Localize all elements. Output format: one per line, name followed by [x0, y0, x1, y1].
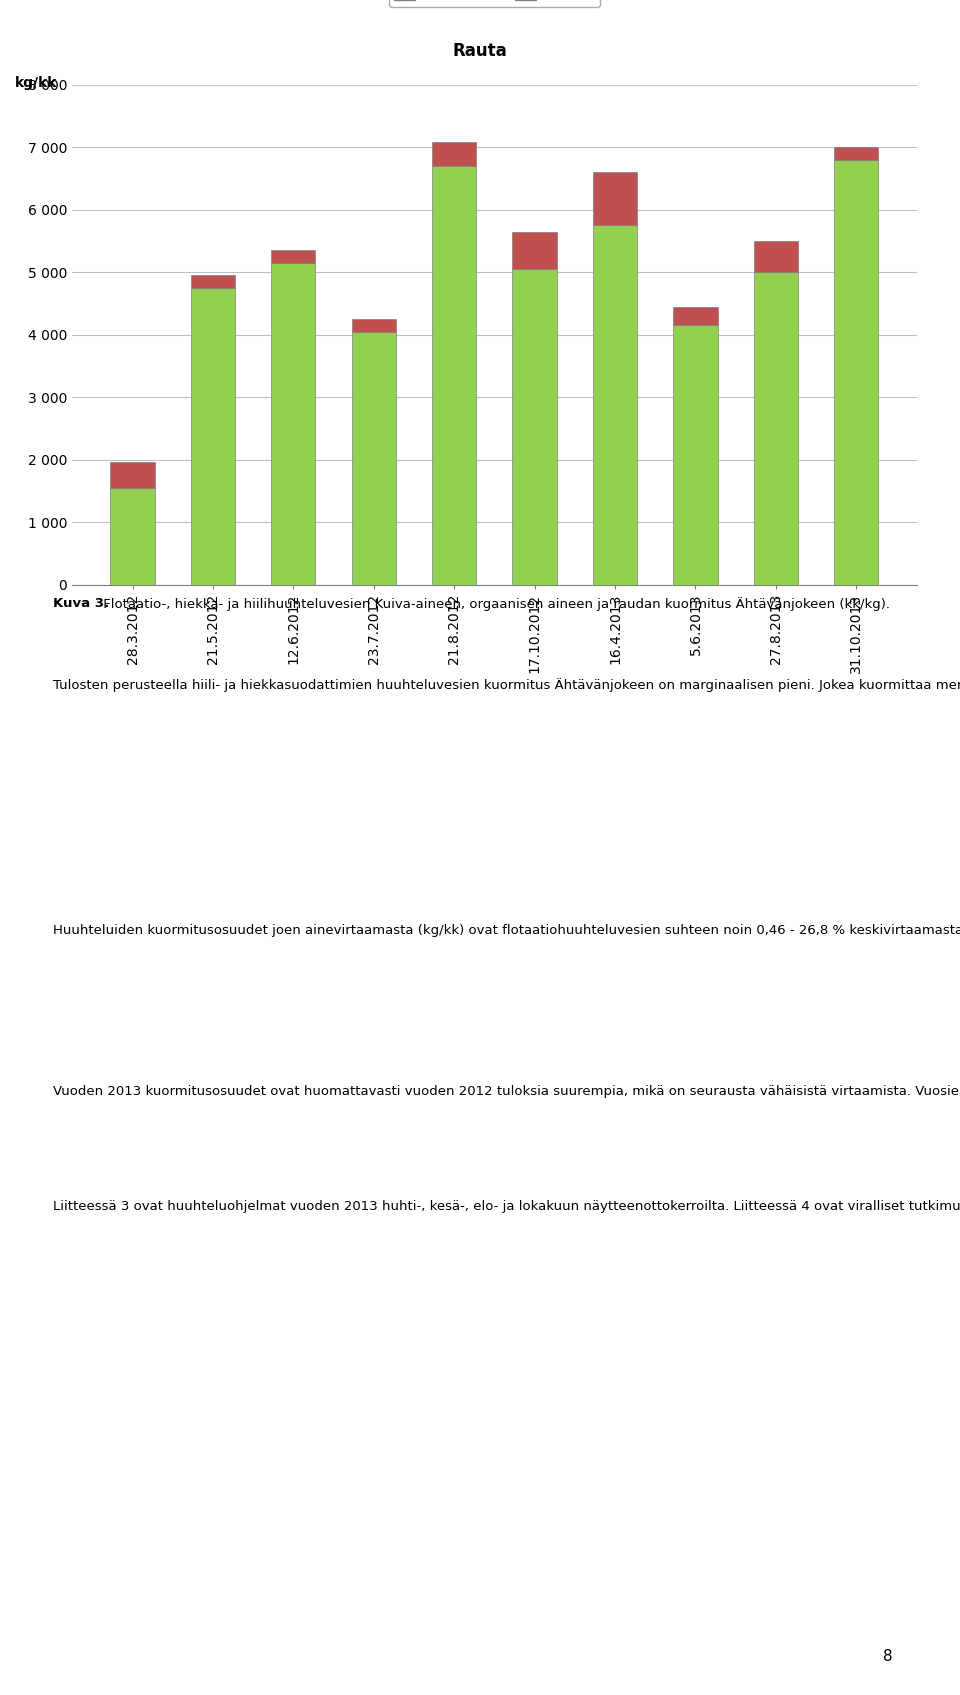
Bar [272, 263, 316, 585]
Bar [191, 288, 235, 585]
Bar [351, 332, 396, 585]
Text: Huuhteluiden kuormitusosuudet joen ainevirtaamasta (kg/kk) ovat flotaatiohuuhtel: Huuhteluiden kuormitusosuudet joen ainev… [53, 924, 960, 937]
Text: Tulosten perusteella hiili- ja hiekkasuodattimien huuhteluvesien kuormitus Ähtäv: Tulosten perusteella hiili- ja hiekkasuo… [53, 678, 960, 692]
Legend: Flotaatio, Hiekka: Flotaatio, Hiekka [389, 0, 600, 7]
Text: Vuoden 2013 kuormitusosuudet ovat huomattavasti vuoden 2012 tuloksia suurempia, : Vuoden 2013 kuormitusosuudet ovat huomat… [53, 1085, 960, 1098]
Bar [513, 270, 557, 585]
Bar [593, 173, 637, 225]
Text: kg/kk: kg/kk [14, 76, 57, 90]
Bar [351, 319, 396, 332]
Bar [754, 273, 798, 585]
Bar [432, 166, 476, 585]
Bar [673, 325, 717, 585]
Bar [834, 159, 878, 585]
Text: 8: 8 [883, 1649, 893, 1664]
Bar [191, 275, 235, 288]
Text: Liitteessä 3 ovat huuhteluohjelmat vuoden 2013 huhti-, kesä-, elo- ja lokakuun n: Liitteessä 3 ovat huuhteluohjelmat vuode… [53, 1200, 960, 1214]
Bar [432, 142, 476, 166]
Bar [593, 225, 637, 585]
Text: Rauta: Rauta [452, 42, 508, 61]
Bar [272, 251, 316, 263]
Bar [834, 147, 878, 159]
Bar [110, 461, 155, 488]
Bar [754, 241, 798, 273]
Bar [673, 307, 717, 325]
Text: Flotaatio-, hiekka- ja hiilihuuhteluvesien Kuiva-aineen, orgaanisen aineen ja ra: Flotaatio-, hiekka- ja hiilihuuhteluvesi… [99, 597, 890, 610]
Bar [110, 488, 155, 585]
Text: Kuva 3.: Kuva 3. [53, 597, 108, 610]
Bar [513, 232, 557, 270]
